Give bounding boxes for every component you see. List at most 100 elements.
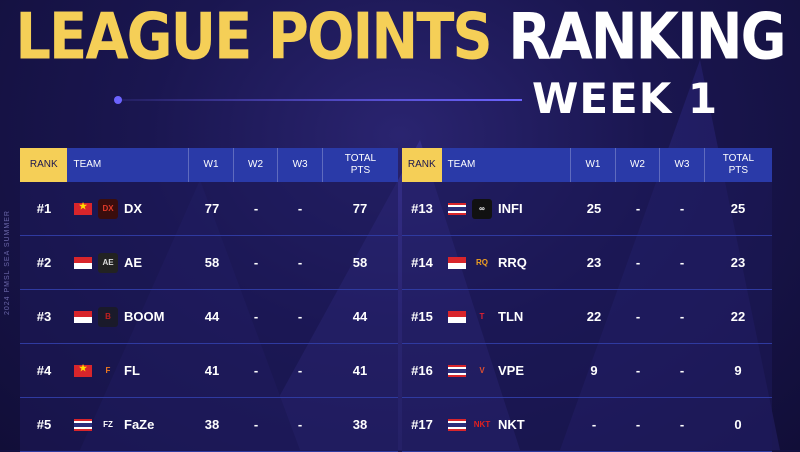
team-cell: F FL	[68, 361, 190, 381]
team-cell: DX DX	[68, 198, 190, 219]
team-cell: RQ RRQ	[442, 253, 572, 273]
w3-cell: -	[679, 309, 685, 324]
left-standings-table: RANK TEAM W1 W2 W3 TOTAL PTS #1 DX DX 77…	[20, 148, 398, 452]
team-logo-icon: F	[105, 366, 111, 375]
w2-cell: -	[253, 363, 259, 378]
w3-cell: -	[679, 255, 685, 270]
team-logo-icon: DX	[98, 198, 118, 219]
team-cell: FZ FaZe	[68, 415, 190, 435]
team-name: AE	[124, 255, 143, 270]
w2-cell: -	[635, 309, 641, 324]
w1-cell: 44	[204, 309, 220, 324]
flag-icon	[74, 201, 92, 215]
flag-icon	[74, 256, 92, 269]
page-title: LEAGUE POINTS RANKING	[0, 0, 800, 79]
team-logo-icon: T	[479, 312, 485, 321]
team-logo-icon: ∞	[472, 198, 492, 219]
flag-icon	[74, 363, 92, 377]
total-header-line2: PTS	[728, 165, 749, 176]
w1-cell: -	[591, 417, 597, 432]
table-row: #4 F FL 41 - - 41	[20, 344, 398, 398]
team-name: FL	[124, 363, 140, 378]
w3-cell: -	[679, 363, 685, 378]
team-name: DX	[124, 201, 143, 216]
w3-cell: -	[297, 363, 303, 378]
table-row: #3 B BOOM 44 - - 44	[20, 290, 398, 344]
right-standings-table: RANK TEAM W1 W2 W3 TOTAL PTS #13 ∞ INFI …	[402, 148, 772, 452]
w3-cell: -	[297, 309, 303, 324]
team-logo-icon: V	[479, 366, 485, 375]
w1-cell: 41	[204, 363, 220, 378]
total-cell: 38	[352, 417, 368, 432]
flag-icon	[448, 310, 466, 323]
team-cell: ∞ INFI	[442, 198, 572, 219]
w2-cell: -	[253, 309, 259, 324]
team-logo-icon: NKT	[473, 420, 491, 429]
title-part-gold: LEAGUE POINTS	[15, 0, 492, 75]
week-label: WEEK 1	[532, 74, 719, 123]
team-header: TEAM	[447, 159, 476, 170]
rank-cell: #15	[411, 309, 433, 324]
team-name: BOOM	[124, 309, 165, 324]
total-cell: 9	[734, 363, 742, 378]
rank-cell: #14	[411, 255, 433, 270]
total-header-line2: PTS	[350, 165, 371, 176]
w1-cell: 77	[204, 201, 220, 216]
w1-cell: 25	[586, 201, 602, 216]
table-row: #1 DX DX 77 - - 77	[20, 182, 398, 236]
title-part-white: RANKING	[508, 0, 786, 75]
flag-icon	[448, 364, 466, 377]
rank-cell: #17	[411, 417, 433, 432]
rank-cell: #16	[411, 363, 433, 378]
w3-cell: -	[679, 417, 685, 432]
w2-cell: -	[635, 255, 641, 270]
team-name: RRQ	[498, 255, 527, 270]
table-header: RANK TEAM W1 W2 W3 TOTAL PTS	[20, 148, 398, 182]
table-row: #15 T TLN 22 - - 22	[402, 290, 772, 344]
w2-cell: -	[253, 201, 259, 216]
total-header: TOTAL PTS	[321, 148, 398, 182]
team-name: VPE	[498, 363, 525, 378]
team-cell: V VPE	[442, 361, 572, 381]
w1-header: W1	[570, 148, 615, 182]
table-row: #17 NKT NKT - - - 0	[402, 398, 772, 452]
total-header-line1: TOTAL	[344, 153, 377, 164]
total-cell: 77	[352, 201, 368, 216]
total-cell: 23	[730, 255, 746, 270]
total-header: TOTAL PTS	[703, 148, 772, 182]
total-cell: 58	[352, 255, 368, 270]
total-header-line1: TOTAL	[722, 153, 755, 164]
table-row: #5 FZ FaZe 38 - - 38	[20, 398, 398, 452]
rank-header: RANK	[402, 148, 442, 182]
rank-cell: #2	[36, 255, 52, 270]
team-cell: B BOOM	[68, 306, 190, 327]
flag-icon	[74, 310, 92, 323]
rank-cell: #13	[411, 201, 433, 216]
table-row: #14 RQ RRQ 23 - - 23	[402, 236, 772, 290]
w3-cell: -	[297, 417, 303, 432]
team-logo-icon: RQ	[476, 258, 488, 267]
flag-icon	[74, 418, 92, 431]
total-cell: 44	[352, 309, 368, 324]
w3-cell: -	[679, 201, 685, 216]
team-cell: AE AE	[68, 252, 190, 273]
total-cell: 22	[730, 309, 746, 324]
w2-cell: -	[253, 255, 259, 270]
team-logo-icon: AE	[98, 252, 118, 273]
rank-header: RANK	[20, 148, 68, 182]
team-cell: NKT NKT	[442, 415, 572, 435]
team-logo-icon: FZ	[103, 420, 113, 429]
w1-cell: 22	[586, 309, 602, 324]
w3-header: W3	[277, 148, 322, 182]
rank-cell: #3	[36, 309, 52, 324]
w2-cell: -	[635, 201, 641, 216]
w3-cell: -	[297, 255, 303, 270]
table-header: RANK TEAM W1 W2 W3 TOTAL PTS	[402, 148, 772, 182]
table-row: #13 ∞ INFI 25 - - 25	[402, 182, 772, 236]
team-name: NKT	[498, 417, 525, 432]
table-row: #16 V VPE 9 - - 9	[402, 344, 772, 398]
w2-header: W2	[232, 148, 278, 182]
w2-cell: -	[253, 417, 259, 432]
total-cell: 41	[352, 363, 368, 378]
w3-cell: -	[297, 201, 303, 216]
